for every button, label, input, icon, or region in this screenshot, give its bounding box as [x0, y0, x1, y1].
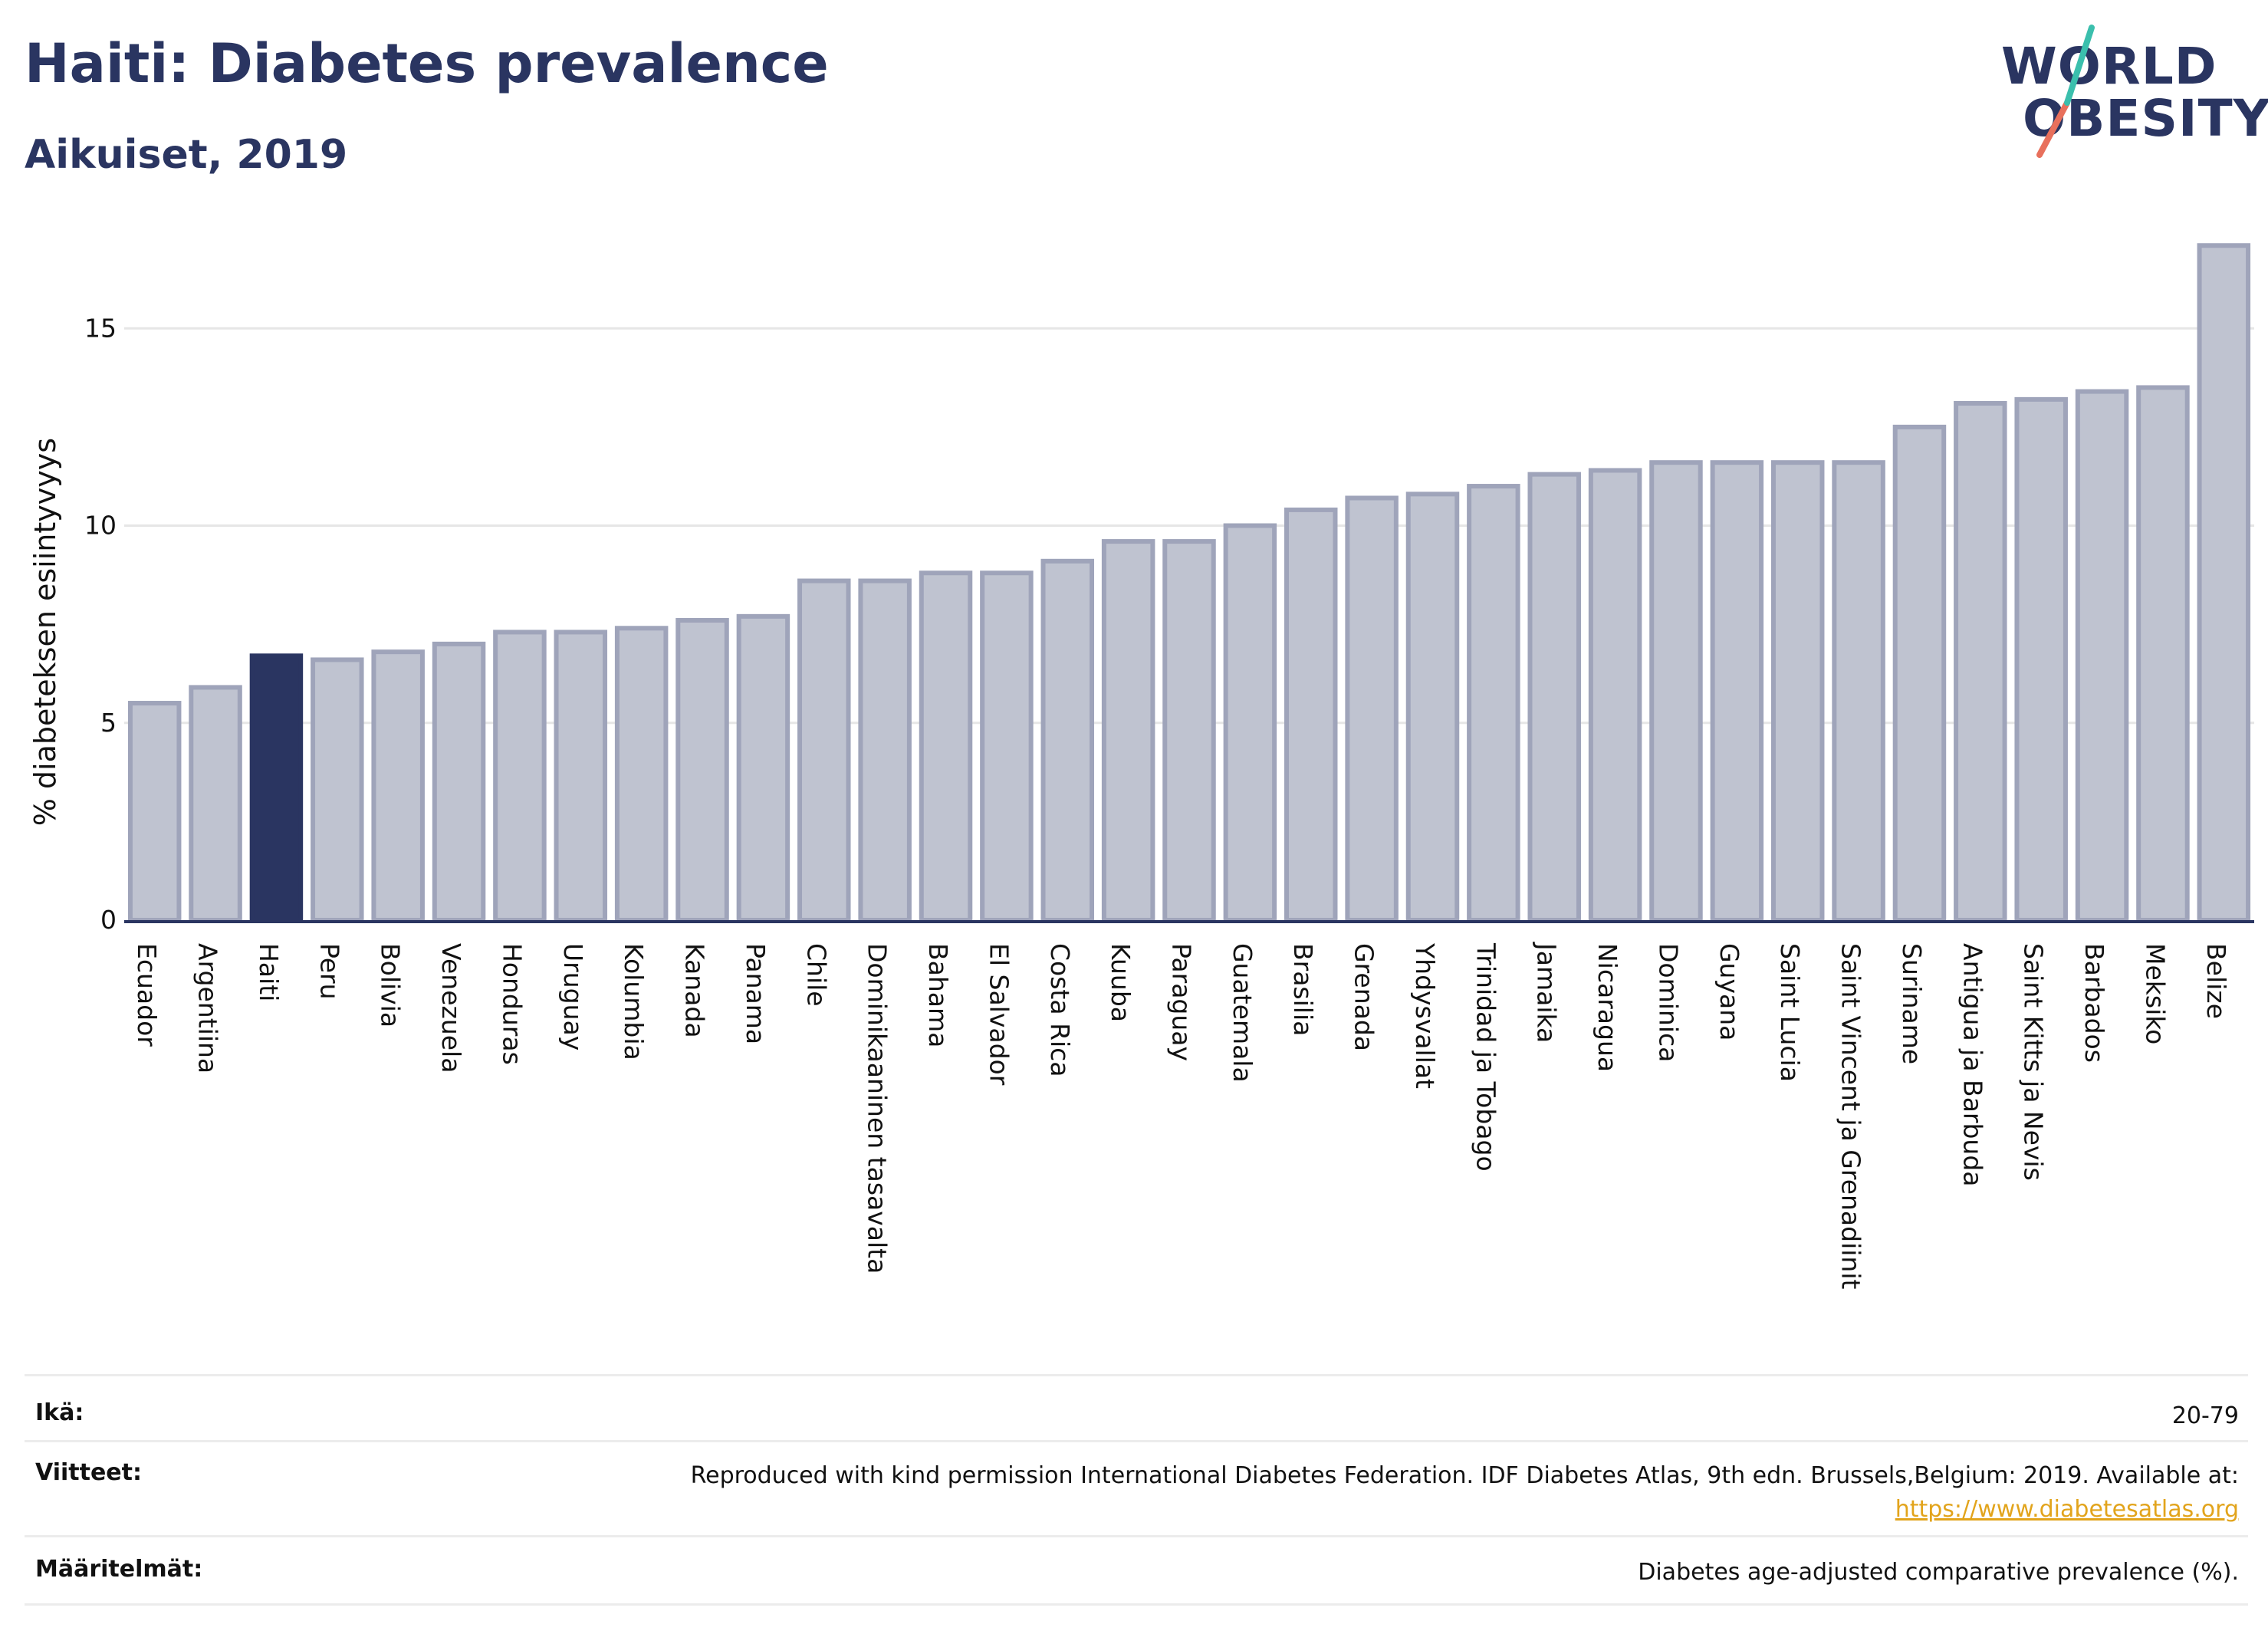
x-tick-label: Peru: [314, 943, 344, 1000]
bar-bahama[interactable]: [919, 570, 973, 922]
bar-suriname[interactable]: [1892, 424, 1947, 922]
bar-dominica[interactable]: [1649, 460, 1703, 922]
y-axis-label: % diabeteksen esiintyvyys: [28, 438, 62, 826]
references-text: Reproduced with kind permission Internat…: [690, 1462, 2239, 1489]
logo-word-2: OBESITY: [2023, 89, 2268, 148]
bar-trinidad-ja-tobago[interactable]: [1467, 484, 1520, 922]
bar-belize[interactable]: [2197, 243, 2251, 922]
x-tick-label: Panama: [741, 943, 771, 1044]
age-value: 20-79: [2171, 1402, 2239, 1429]
x-tick-label: Haiti: [254, 943, 284, 1001]
x-tick-label: Kolumbia: [619, 943, 649, 1060]
x-tick-label: Yhdysvallat: [1410, 942, 1440, 1089]
bar-uruguay[interactable]: [554, 630, 608, 922]
bar-meksiko[interactable]: [2136, 385, 2190, 923]
bar-kuuba[interactable]: [1101, 539, 1155, 922]
bar-el-salvador[interactable]: [980, 570, 1034, 922]
bar-guatemala[interactable]: [1223, 523, 1277, 922]
bar-honduras[interactable]: [493, 630, 547, 922]
x-tick-label: Saint Kitts ja Nevis: [2019, 943, 2049, 1181]
chart-title: Haiti: Diabetes prevalence: [25, 32, 829, 95]
bar-argentiina[interactable]: [189, 685, 242, 922]
bar-venezuela[interactable]: [432, 641, 486, 922]
bar-kanada[interactable]: [675, 617, 729, 922]
bar-yhdysvallat[interactable]: [1405, 492, 1460, 922]
bar-jamaika[interactable]: [1527, 472, 1581, 922]
bar-ecuador[interactable]: [127, 701, 182, 923]
x-tick-label: Dominikaaninen tasavalta: [863, 943, 892, 1274]
x-tick-label: Kanada: [680, 943, 710, 1038]
bar-brasilia[interactable]: [1284, 507, 1338, 923]
bar-chart: 0 5 10 15 Ecuador Argentiina Haiti Peru Bolivia…: [28, 243, 2254, 1290]
x-tick-label: Saint Vincent ja Grenadiinit: [1836, 943, 1866, 1290]
x-tick-label: Saint Lucia: [1775, 943, 1805, 1082]
bar-bolivia[interactable]: [371, 649, 425, 922]
bar-dominikaaninen-tasavalta[interactable]: [858, 578, 912, 922]
x-tick-label: Nicaragua: [1593, 943, 1622, 1072]
x-tick-label: Trinidad ja Tobago: [1471, 942, 1500, 1172]
bar-nicaragua[interactable]: [1588, 468, 1642, 923]
references-value: Reproduced with kind permission Internat…: [691, 1459, 2239, 1527]
logo-word-1: WORLD: [2001, 37, 2217, 96]
bar-saint-lucia[interactable]: [1770, 460, 1825, 922]
x-axis-labels: Ecuador Argentiina Haiti Peru Bolivia Venezue…: [132, 942, 2231, 1290]
references-link[interactable]: https://www.diabetesatlas.org: [1895, 1496, 2239, 1523]
x-tick-label: Argentiina: [193, 943, 223, 1073]
x-tick-label: Ecuador: [132, 943, 162, 1047]
x-tick-label: Grenada: [1349, 943, 1379, 1051]
bar-saint-kitts-ja-nevis[interactable]: [2014, 396, 2068, 922]
x-tick-label: Belize: [2201, 943, 2231, 1019]
world-obesity-logo[interactable]: WORLD OBESITY: [2001, 20, 2268, 173]
logo-slash-icon: [2036, 25, 2095, 158]
chart-subtitle: Aikuiset, 2019: [25, 132, 348, 178]
x-tick-label: Bahama: [923, 943, 953, 1047]
y-tick-label: 5: [100, 708, 117, 738]
bar-grenada[interactable]: [1345, 495, 1399, 922]
bar-panama[interactable]: [736, 613, 791, 923]
bar-guyana[interactable]: [1710, 460, 1764, 922]
definitions-value: Diabetes age-adjusted comparative preval…: [1638, 1559, 2239, 1586]
x-tick-label: Bolivia: [376, 943, 406, 1027]
info-row-age: Ikä: 20-79: [25, 1374, 2248, 1442]
x-tick-label: Brasilia: [1288, 943, 1318, 1036]
y-tick-label: 15: [84, 313, 117, 343]
y-axis-ticks: 0 5 10 15: [84, 313, 117, 935]
bar-saint-vincent-ja-grenadiinit[interactable]: [1832, 460, 1885, 922]
bar-antigua-ja-barbuda[interactable]: [1954, 401, 2007, 922]
x-tick-label: Jamaika: [1532, 942, 1562, 1043]
x-tick-label: Honduras: [497, 943, 527, 1065]
x-tick-label: Suriname: [1897, 943, 1927, 1064]
bar-chile[interactable]: [797, 578, 851, 922]
definitions-label: Määritelmät:: [35, 1556, 203, 1583]
age-label: Ikä:: [35, 1399, 84, 1426]
x-tick-label: Guyana: [1714, 943, 1744, 1041]
x-tick-label: Antigua ja Barbuda: [1957, 943, 1987, 1187]
bar-costa-rica[interactable]: [1040, 558, 1095, 922]
x-tick-label: El Salvador: [984, 943, 1014, 1086]
x-tick-label: Costa Rica: [1045, 943, 1075, 1077]
y-tick-label: 10: [84, 511, 117, 541]
x-tick-label: Uruguay: [558, 943, 588, 1050]
info-row-definitions: Määritelmät: Diabetes age-adjusted compa…: [25, 1535, 2248, 1606]
bars: [127, 243, 2251, 923]
y-tick-label: 0: [100, 905, 117, 935]
x-tick-label: Chile: [801, 943, 831, 1007]
x-tick-label: Kuuba: [1106, 943, 1136, 1022]
bar-haiti[interactable]: [249, 653, 304, 922]
bar-paraguay[interactable]: [1162, 539, 1216, 922]
info-row-references: Viitteet: Reproduced with kind permissio…: [25, 1440, 2248, 1537]
bar-barbados[interactable]: [2075, 389, 2129, 922]
x-tick-label: Barbados: [2079, 943, 2109, 1063]
references-label: Viitteet:: [35, 1459, 142, 1486]
x-tick-label: Paraguay: [1167, 943, 1197, 1061]
x-tick-label: Dominica: [1653, 943, 1683, 1062]
x-tick-label: Venezuela: [436, 943, 466, 1073]
x-tick-label: Meksiko: [2140, 943, 2170, 1044]
bar-peru[interactable]: [311, 657, 364, 922]
bar-kolumbia[interactable]: [614, 626, 669, 923]
x-tick-label: Guatemala: [1228, 943, 1257, 1083]
